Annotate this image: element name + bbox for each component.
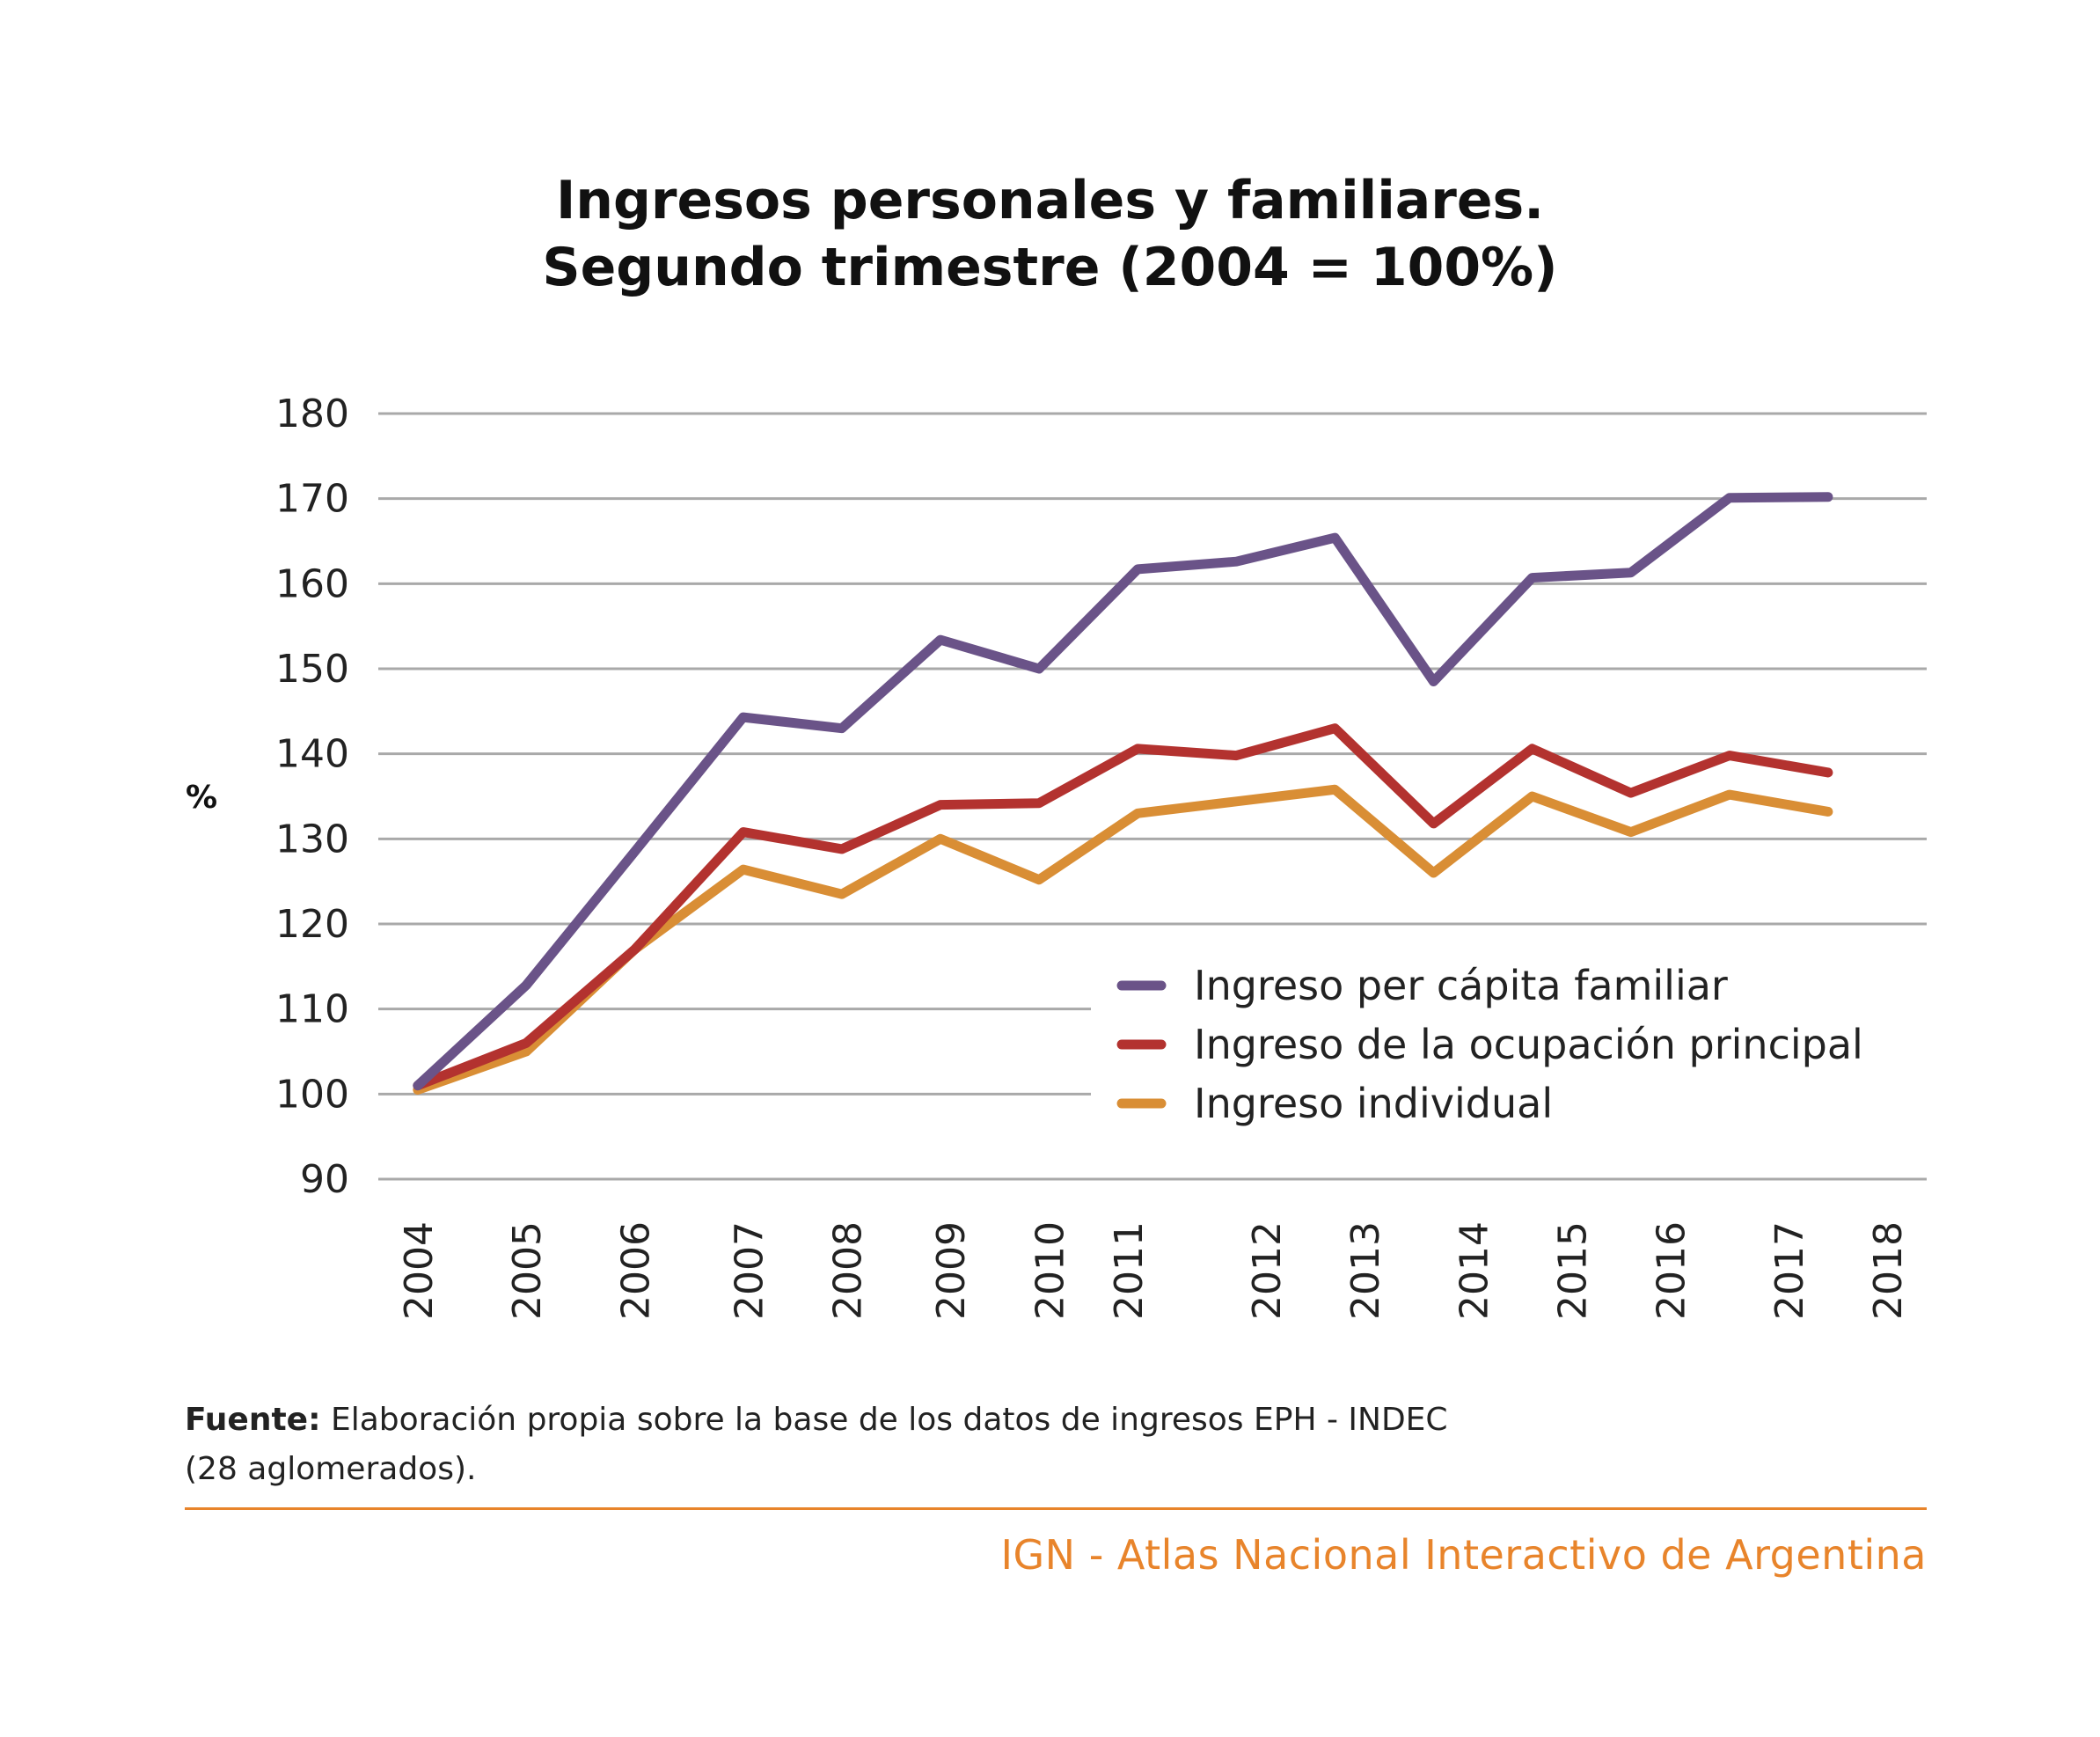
y-tick-label: 90: [300, 1157, 349, 1202]
x-tick-label: 2009: [929, 1221, 974, 1320]
legend-label-2: Ingreso de la ocupación principal: [1194, 1021, 1863, 1068]
x-tick-label: 2018: [1866, 1221, 1911, 1320]
series-line-2: [413, 723, 1833, 1091]
legend-label-1: Ingreso per cápita familiar: [1194, 962, 1728, 1009]
chart-title: Ingresos personales y familiares. Segund…: [0, 167, 2100, 301]
y-tick-label: 160: [275, 561, 349, 606]
x-tick-label: 2015: [1550, 1221, 1595, 1320]
x-tick-label: 2008: [825, 1221, 870, 1320]
footer-divider: [185, 1507, 1927, 1510]
series-line-3: [413, 784, 1833, 1095]
y-axis-ticks: 90 100 110 120 130 140 150 160 170 180: [275, 392, 349, 1202]
x-tick-label: 2016: [1650, 1221, 1694, 1320]
chart-title-line-1: Ingresos personales y familiares.: [555, 170, 1545, 231]
y-tick-label: 150: [275, 647, 349, 692]
x-tick-label: 2005: [505, 1221, 550, 1320]
legend-label-3: Ingreso individual: [1194, 1080, 1553, 1127]
y-tick-label: 180: [275, 392, 349, 436]
y-tick-label: 110: [275, 987, 349, 1032]
x-tick-label: 2017: [1767, 1221, 1812, 1320]
x-tick-label: 2010: [1028, 1221, 1072, 1320]
y-tick-label: 130: [275, 817, 349, 861]
y-tick-label: 170: [275, 477, 349, 522]
series-lines: [413, 492, 1833, 1095]
legend: Ingreso per cápita familiar Ingreso de la…: [1091, 946, 1931, 1144]
y-tick-label: 140: [275, 732, 349, 777]
x-tick-label: 2004: [397, 1221, 442, 1320]
credit-text: IGN - Atlas Nacional Interactivo de Arge…: [1000, 1531, 1927, 1579]
x-tick-label: 2014: [1452, 1221, 1496, 1320]
x-tick-label: 2011: [1107, 1221, 1152, 1320]
source-text-line-2: (28 aglomerados).: [185, 1451, 477, 1487]
legend-background: [1091, 946, 1931, 1144]
y-axis-label: %: [186, 780, 217, 816]
x-tick-label: 2012: [1245, 1221, 1290, 1320]
x-tick-label: 2006: [613, 1221, 658, 1320]
series-line-1: [413, 492, 1833, 1091]
source-text-line-1: Elaboración propia sobre la base de los …: [320, 1402, 1448, 1438]
source-label: Fuente:: [185, 1402, 321, 1438]
chart-title-line-2: Segundo trimestre (2004 = 100%): [542, 237, 1558, 298]
y-tick-label: 120: [275, 902, 349, 947]
source-note: Fuente: Elaboración propia sobre la base…: [185, 1396, 1900, 1494]
x-axis-ticks: 2004 2005 2006 2007 2008 2009 2010 2011 2012 2013…: [397, 1221, 1911, 1320]
y-tick-label: 100: [275, 1072, 349, 1117]
x-tick-label: 2007: [727, 1221, 772, 1320]
x-tick-label: 2013: [1343, 1221, 1388, 1320]
